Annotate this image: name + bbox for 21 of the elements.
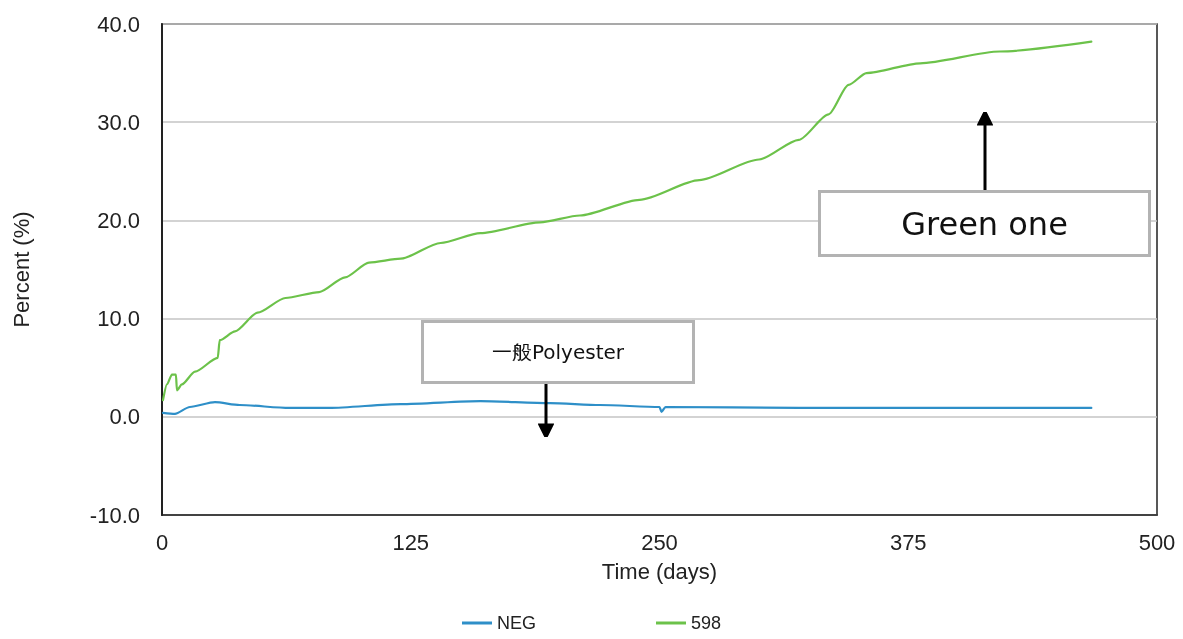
x-tick-label: 375 bbox=[889, 529, 927, 555]
y-tick-label: 20.0 bbox=[97, 207, 140, 233]
line-series bbox=[161, 399, 1093, 415]
y-tick-label: 0.0 bbox=[109, 404, 140, 430]
legend-label: 598 bbox=[690, 613, 722, 633]
text-box: Green one bbox=[818, 190, 1151, 257]
y-tick-label: -10.0 bbox=[89, 502, 140, 528]
legend-label: NEG bbox=[496, 613, 536, 633]
annotation: Green one bbox=[901, 204, 1068, 243]
y-tick-label: 30.0 bbox=[97, 109, 140, 135]
x-tick-label: 0 bbox=[155, 529, 169, 555]
line-series bbox=[161, 40, 1093, 402]
text-box: 一般Polyester bbox=[421, 320, 695, 384]
x-axis-title: Time (days) bbox=[601, 558, 718, 584]
y-tick-label: 10.0 bbox=[97, 306, 140, 332]
x-tick-label: 125 bbox=[392, 529, 430, 555]
y-axis-title: Percent (%) bbox=[8, 211, 34, 328]
x-tick-label: 250 bbox=[641, 529, 678, 555]
x-tick-label: 500 bbox=[1138, 529, 1176, 555]
y-tick-label: 40.0 bbox=[97, 11, 140, 37]
annotation: 一般Polyester bbox=[491, 338, 625, 366]
